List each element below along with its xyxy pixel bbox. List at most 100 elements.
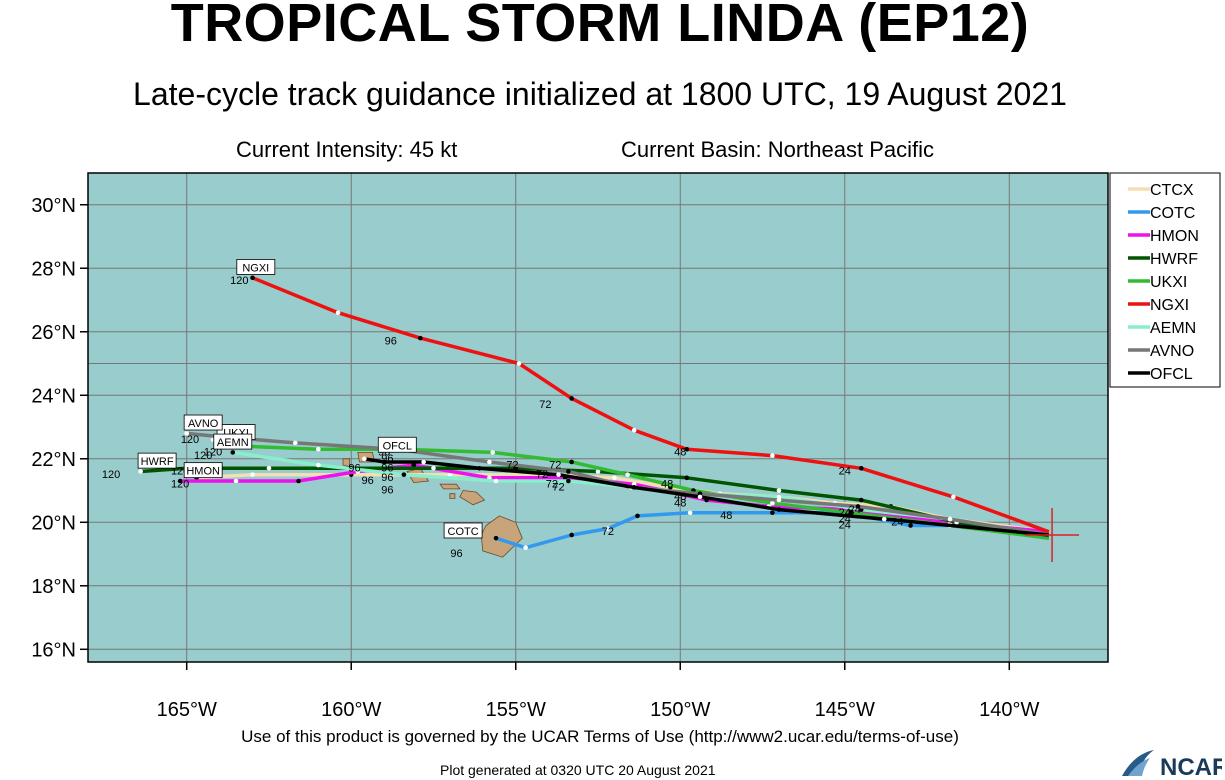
track-point [684,475,690,481]
track-point [569,459,574,465]
track-point [687,510,693,516]
legend-item-hmon: HMON [1150,228,1199,245]
track-point [566,469,571,474]
forecast-hour-label: 120 [171,478,189,490]
model-tag-ofcl: OFCL [383,440,412,452]
forecast-hour-label: 48 [674,447,686,459]
forecast-hour-label: 72 [506,459,518,471]
track-point [523,545,528,550]
lat-tick-label: 26°N [31,322,76,344]
track-point [858,466,864,471]
track-point [411,462,417,468]
legend-item-ukxi: UKXI [1150,274,1187,291]
forecast-hour-label: 96 [381,472,393,484]
track-point [566,478,571,484]
current-intensity: Current Intensity: 45 kt [236,137,458,162]
forecast-hour-label: 24 [891,516,903,528]
track-point [362,456,367,462]
model-tag-box [183,414,223,431]
forecast-hour-label: 48 [674,491,686,503]
model-tag-hwrf: HWRF [141,456,174,468]
legend-item-avno: AVNO [1150,343,1194,360]
legend-item-cotc: COTC [1150,205,1195,222]
lon-tick-label: 150°W [650,699,710,721]
lon-tick-label: 165°W [157,699,217,721]
track-point [316,446,321,452]
track-point [431,466,436,471]
track-point [770,510,775,516]
island-shape [439,483,461,490]
track-point [296,478,301,484]
track-point [477,466,482,471]
forecast-hour-label: 72 [546,478,558,490]
lat-tick-label: 30°N [31,195,76,217]
track-ofcl [364,457,1049,537]
map-frame [87,172,1109,663]
track-point [556,472,561,477]
forecast-hour-label: 48 [720,510,732,522]
forecast-hour-label: 72 [536,469,548,481]
track-point [138,469,143,474]
model-tag-box [377,436,417,453]
forecast-hour-label: 96 [381,453,393,465]
forecast-hour-label: 72 [549,459,561,471]
track-point [184,431,190,436]
current-basin: Current Basin: Northeast Pacific [621,137,935,162]
track-point [631,485,637,490]
model-tag-box [183,462,223,479]
legend-item-ngxi: NGXI [1150,297,1189,314]
forecast-hour-label: 24 [839,507,851,519]
model-tag-cotc: COTC [448,526,479,538]
ncar-logo: NCAR [1122,750,1222,778]
track-point [595,469,601,474]
lon-tick-label: 140°W [979,699,1039,721]
ncar-logo-text: NCAR [1160,754,1222,778]
track-point [951,494,956,500]
track-point [881,516,887,522]
track-point [266,466,272,471]
forecast-hour-label: 48 [674,497,686,509]
track-point [908,523,913,528]
map-title: TROPICAL STORM LINDA (EP12) [170,0,1030,53]
lon-tick-label: 155°W [486,699,546,721]
terms-of-use-text: Use of this product is governed by the U… [241,727,959,746]
model-tag-hmon: HMON [186,466,220,478]
model-tag-ngxi: NGXI [242,262,269,274]
track-point [292,440,298,446]
track-point [447,472,453,477]
track-point [250,472,255,477]
track-point [233,478,239,484]
track-point [381,459,387,465]
track-point [631,427,637,433]
map-subtitle: Late-cycle track guidance initialized at… [133,76,1067,112]
track-point [776,488,782,493]
track-point [855,504,861,509]
track-point [605,526,611,531]
forecast-hour-label: 24 [839,513,851,525]
track-point [230,450,236,455]
track-point [418,335,423,341]
forecast-hour-label: 24 [839,466,851,478]
track-avno [186,431,1050,537]
legend-item-ctcx: CTCX [1150,182,1194,199]
forecast-hour-label: 96 [348,462,360,474]
lon-tick-label: 160°W [321,699,381,721]
forecast-hour-label: 96 [450,548,462,560]
track-point [849,510,854,516]
track-point [316,462,321,468]
forecast-hour-label: 120 [204,447,222,459]
lat-tick-label: 20°N [31,512,76,534]
track-point [770,500,775,506]
model-tag-box [137,452,177,469]
track-point [635,513,640,519]
ocean-background [88,173,1108,662]
track-point [335,310,341,316]
track-point [776,497,782,503]
track-point [177,478,183,484]
track-point [947,516,953,522]
track-point [421,459,426,465]
lat-tick-label: 22°N [31,449,76,471]
island-shape [459,490,486,506]
track-point [697,494,703,500]
